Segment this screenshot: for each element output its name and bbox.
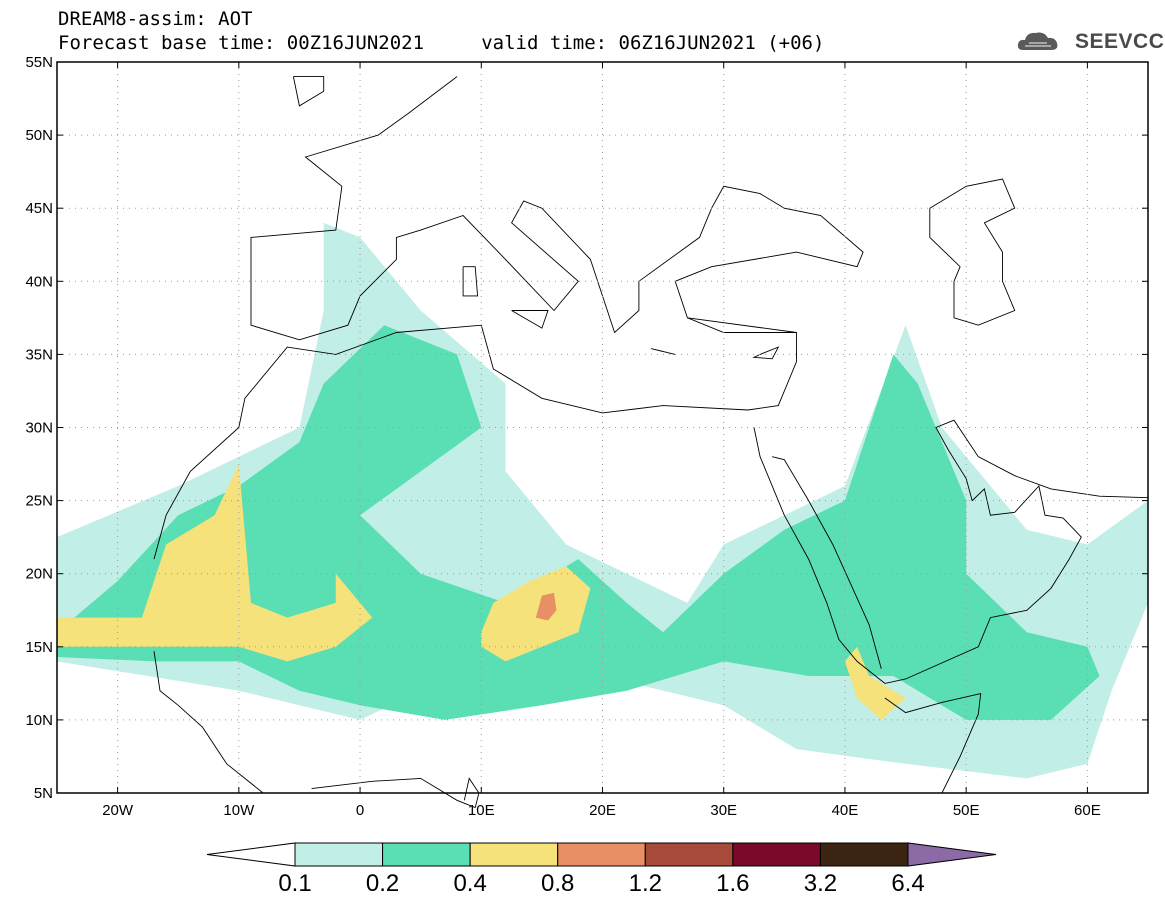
x-tick-label-1: 10W xyxy=(223,802,255,819)
coastline-8 xyxy=(687,317,797,333)
x-tick-label-2: 0 xyxy=(356,802,364,819)
x-tick-label-4: 20E xyxy=(589,802,616,819)
colorbar-above-triangle xyxy=(907,842,997,867)
coastline-5 xyxy=(311,777,476,809)
colorbar-label-6: 3.2 xyxy=(803,870,838,897)
colorbar xyxy=(206,842,997,867)
coastline-11 xyxy=(511,310,549,329)
forecast-times: Forecast base time: 00Z16JUN2021 valid t… xyxy=(58,32,825,54)
y-tick-label-7: 40N xyxy=(25,273,53,290)
coastline-2 xyxy=(772,456,882,669)
colorbar-bin-2 xyxy=(382,842,471,867)
colorbar-bin-3 xyxy=(469,842,559,867)
colorbar-bin-1 xyxy=(294,842,384,867)
coastlines xyxy=(153,76,1149,809)
x-tick-label-7: 50E xyxy=(953,802,980,819)
aot-region-3 xyxy=(481,566,591,662)
coastline-10 xyxy=(462,266,479,297)
y-tick-label-0: 5N xyxy=(34,785,53,802)
colorbar-label-2: 0.4 xyxy=(453,870,487,897)
y-tick-label-4: 25N xyxy=(25,493,53,510)
x-tick-label-0: 20W xyxy=(102,802,134,819)
logo-text: SEEVCCC xyxy=(1075,30,1165,53)
y-tick-label-10: 55N xyxy=(25,54,53,71)
coastline-13 xyxy=(292,76,325,107)
colorbar-bin-5 xyxy=(644,842,734,867)
coastline-1 xyxy=(753,419,1149,684)
colorbar-label-1: 0.2 xyxy=(365,870,400,897)
y-tick-label-6: 35N xyxy=(25,346,53,363)
colorbar-label-7: 6.4 xyxy=(891,870,925,897)
x-tick-label-3: 10E xyxy=(468,802,495,819)
colorbar-bin-4 xyxy=(557,842,646,867)
coastline-3 xyxy=(884,693,982,794)
y-tick-label-1: 10N xyxy=(25,712,53,729)
aot-region-2 xyxy=(57,464,373,662)
coastline-9 xyxy=(650,348,676,355)
coastline-6 xyxy=(463,777,480,808)
colorbar-below-triangle xyxy=(206,842,296,867)
coastline-7 xyxy=(929,178,1016,326)
colorbar-label-5: 1.6 xyxy=(716,870,750,897)
coastline-4 xyxy=(153,651,264,794)
x-tick-label-5: 30E xyxy=(710,802,737,819)
colorbar-bin-6 xyxy=(732,842,821,867)
colorbar-bin-7 xyxy=(819,842,909,867)
y-tick-label-9: 50N xyxy=(25,127,53,144)
y-tick-label-2: 15N xyxy=(25,639,53,656)
y-tick-label-8: 45N xyxy=(25,200,53,217)
aot-region-5 xyxy=(535,592,557,621)
coastline-12 xyxy=(752,346,780,360)
map-title: DREAM8-assim: AOT xyxy=(58,8,253,30)
axis-ticks: 20W 10W 0 10E 20E 30E 40E 50E 60E 5N 10N 15N 20N 25N 3… xyxy=(25,54,1148,819)
y-tick-label-3: 20N xyxy=(25,566,53,583)
y-tick-label-5: 30N xyxy=(25,420,53,437)
colorbar-label-3: 0.8 xyxy=(541,870,575,897)
cloud-icon xyxy=(1017,32,1058,50)
x-tick-label-8: 60E xyxy=(1074,802,1101,819)
x-tick-label-6: 40E xyxy=(832,802,859,819)
colorbar-label-0: 0.1 xyxy=(278,870,312,897)
coastline-0 xyxy=(153,76,864,560)
colorbar-label-4: 1.2 xyxy=(628,870,662,897)
